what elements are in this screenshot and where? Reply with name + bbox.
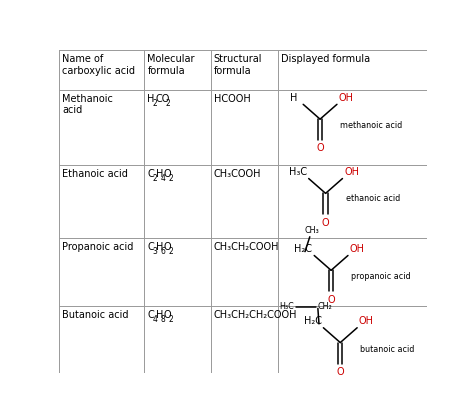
Text: O: O — [164, 310, 172, 320]
Text: Name of
carboxylic acid: Name of carboxylic acid — [62, 54, 135, 76]
Text: O: O — [337, 367, 344, 377]
Text: 8: 8 — [161, 315, 165, 324]
Text: O: O — [164, 242, 172, 252]
Text: Displayed formula: Displayed formula — [281, 54, 370, 64]
Text: ethanoic acid: ethanoic acid — [346, 194, 400, 203]
Text: H: H — [147, 93, 155, 103]
Text: OH: OH — [359, 316, 374, 326]
Text: CH₃CH₂CH₂COOH: CH₃CH₂CH₂COOH — [213, 310, 297, 320]
Text: methanoic acid: methanoic acid — [340, 121, 402, 130]
Text: OH: OH — [339, 93, 354, 103]
Text: O: O — [164, 169, 172, 178]
Text: C: C — [147, 310, 154, 320]
Text: HCOOH: HCOOH — [213, 93, 250, 103]
Text: 2: 2 — [169, 315, 173, 324]
Text: 2: 2 — [169, 247, 173, 256]
Text: H: H — [155, 169, 163, 178]
Text: H₃C: H₃C — [289, 167, 307, 177]
Text: Molecular
formula: Molecular formula — [147, 54, 195, 76]
Text: O: O — [322, 217, 329, 228]
Text: CH₃: CH₃ — [305, 225, 320, 235]
Text: C: C — [147, 242, 154, 252]
Text: butanoic acid: butanoic acid — [360, 344, 415, 354]
Text: Methanoic
acid: Methanoic acid — [62, 93, 113, 115]
Text: Butanoic acid: Butanoic acid — [62, 310, 128, 320]
Text: O: O — [316, 143, 324, 153]
Text: H₂C: H₂C — [303, 316, 321, 326]
Text: 2: 2 — [152, 174, 157, 183]
Text: Structural
formula: Structural formula — [213, 54, 262, 76]
Text: O: O — [327, 295, 335, 305]
Text: CH₂: CH₂ — [318, 302, 333, 311]
Text: 2: 2 — [152, 99, 157, 108]
Text: propanoic acid: propanoic acid — [351, 272, 411, 281]
Text: 6: 6 — [161, 247, 165, 256]
Text: OH: OH — [344, 167, 359, 177]
Text: 2: 2 — [169, 174, 173, 183]
Text: CO: CO — [155, 93, 170, 103]
Text: H: H — [290, 93, 298, 103]
Text: H: H — [155, 310, 163, 320]
Text: 2: 2 — [165, 99, 170, 108]
Text: Propanoic acid: Propanoic acid — [62, 242, 134, 252]
Text: Ethanoic acid: Ethanoic acid — [62, 169, 128, 178]
Text: OH: OH — [350, 244, 365, 254]
Text: 4: 4 — [152, 315, 157, 324]
Text: CH₃COOH: CH₃COOH — [213, 169, 261, 178]
Text: H₂C: H₂C — [294, 244, 312, 254]
Text: H: H — [155, 242, 163, 252]
Text: 4: 4 — [161, 174, 165, 183]
Text: 3: 3 — [152, 247, 157, 256]
Text: C: C — [147, 169, 154, 178]
Text: CH₃CH₂COOH: CH₃CH₂COOH — [213, 242, 279, 252]
Text: H₃C: H₃C — [279, 302, 294, 311]
